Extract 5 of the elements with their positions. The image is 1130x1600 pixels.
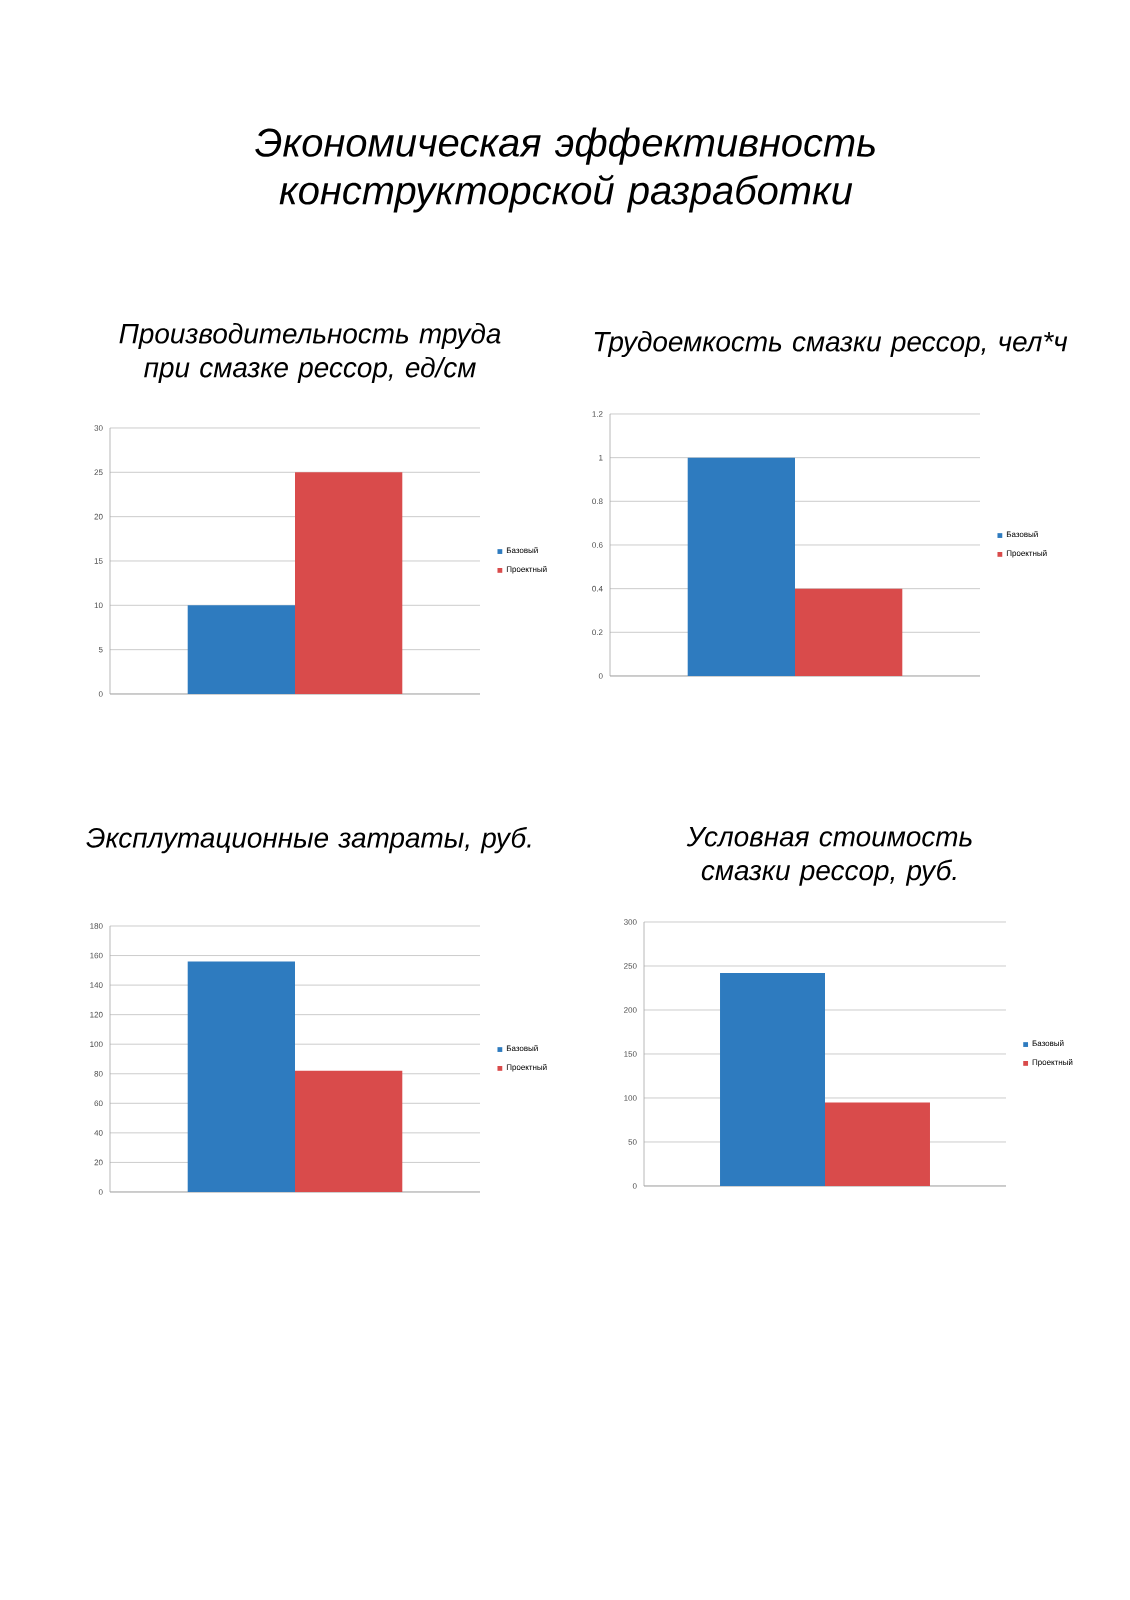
chart-title: Трудоемкость смазки рессор, чел*ч xyxy=(594,331,1068,358)
chart-title: Производительность труда при смазке рессор, ед/см xyxy=(119,323,501,383)
text: Экономическая эффективность конструкторской разработки xyxy=(255,127,875,213)
chart-title: Эксплутационные затраты, руб. xyxy=(86,827,531,854)
chart-title: Условная стоимость смазки рессор, руб. xyxy=(686,827,972,886)
